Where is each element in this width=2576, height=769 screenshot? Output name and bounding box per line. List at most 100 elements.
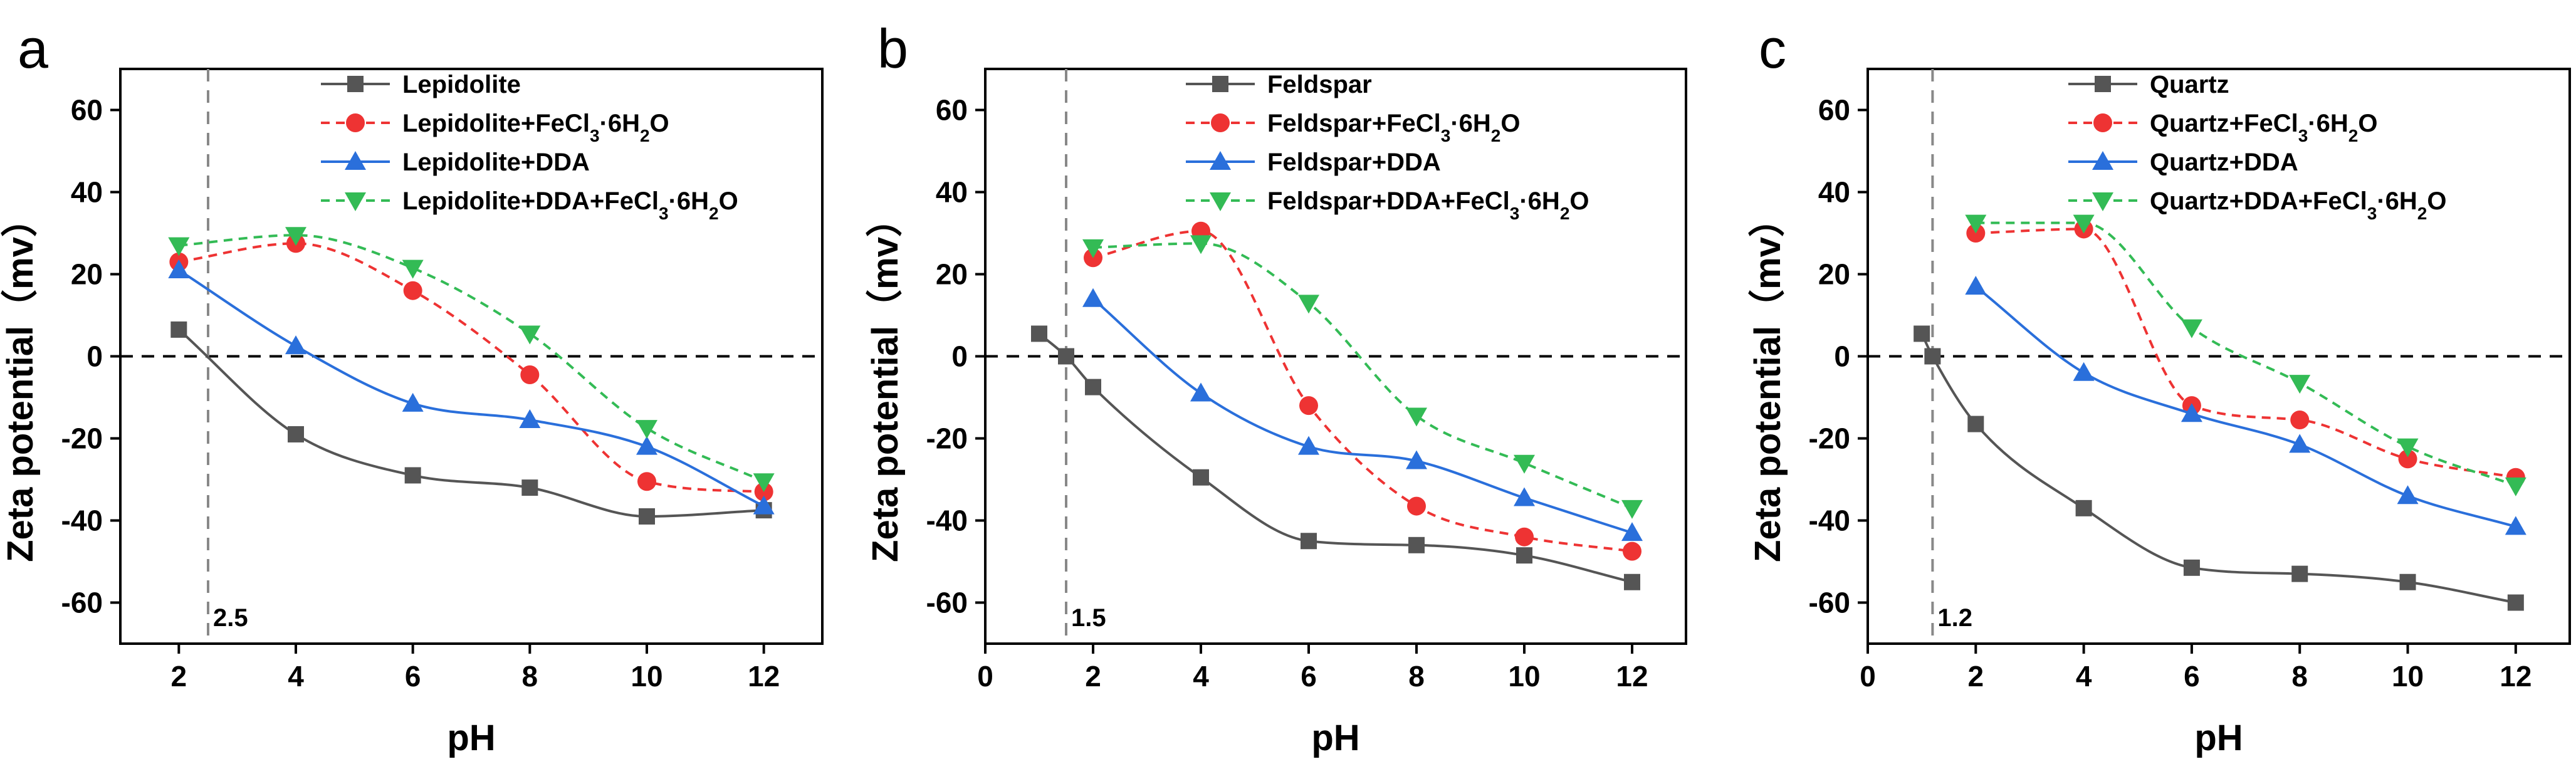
panel-letter: a <box>18 18 48 80</box>
y-tick-label: -40 <box>926 505 968 537</box>
data-point <box>1621 500 1643 519</box>
data-point <box>1965 214 1987 234</box>
x-tick-label: 10 <box>2392 660 2424 693</box>
data-point <box>404 467 421 484</box>
x-axis-label: pH <box>447 718 495 758</box>
series-1 <box>1914 325 2524 611</box>
data-point <box>285 227 306 246</box>
x-tick-label: 8 <box>1408 660 1425 693</box>
data-point <box>2291 565 2308 582</box>
x-tick-label: 4 <box>2076 660 2092 693</box>
y-tick-label: -60 <box>61 587 103 619</box>
data-point <box>1058 348 1074 365</box>
data-point <box>2073 362 2095 381</box>
legend-marker <box>1211 113 1230 132</box>
data-point <box>1031 325 1047 342</box>
data-point <box>2183 559 2200 576</box>
data-point <box>1299 396 1318 416</box>
series-line <box>1092 229 1633 553</box>
data-point <box>1624 573 1640 590</box>
legend-marker <box>347 76 364 92</box>
data-point <box>1085 379 1101 395</box>
x-tick-label: 8 <box>522 660 538 693</box>
legend: Feldspar Feldspar+FeCl3·6H2O Feldspar+DDA F… <box>1186 71 1589 223</box>
data-point <box>402 392 424 412</box>
data-point <box>285 335 306 355</box>
legend-label: Quartz+DDA <box>2150 149 2298 176</box>
data-point <box>2397 438 2419 458</box>
data-point <box>1298 436 1319 455</box>
series-3 <box>1082 288 1643 541</box>
data-point <box>2290 411 2310 430</box>
data-point <box>1407 496 1426 516</box>
series-2 <box>169 234 773 501</box>
y-tick-label: 0 <box>951 340 968 373</box>
legend-marker <box>345 192 366 211</box>
data-point <box>2181 403 2202 422</box>
y-tick-label: -20 <box>926 422 968 455</box>
x-tick-label: 4 <box>288 660 304 693</box>
data-point <box>1516 547 1532 564</box>
y-tick-label: -40 <box>1809 505 1850 537</box>
series-line <box>179 234 765 483</box>
x-tick-label: 10 <box>631 660 662 693</box>
series-line <box>1092 298 1633 535</box>
data-point <box>636 436 657 455</box>
x-tick-label: 6 <box>405 660 421 693</box>
legend-marker <box>1212 76 1228 92</box>
x-tick-label: 0 <box>977 660 993 693</box>
legend-label: Lepidolite+DDA+FeCl3·6H2O <box>402 187 738 223</box>
data-point <box>2289 434 2311 453</box>
y-tick-label: 60 <box>1818 94 1850 127</box>
y-tick-label: 40 <box>71 176 103 209</box>
reference-label: 2.5 <box>213 604 248 632</box>
data-point <box>402 259 424 279</box>
data-point <box>519 325 541 345</box>
data-point <box>403 281 422 300</box>
series-4 <box>1965 214 2526 496</box>
data-point <box>168 259 190 278</box>
legend-marker <box>346 113 365 132</box>
y-axis-label: Zeta potential（mv） <box>0 201 41 562</box>
legend-marker <box>2093 113 2112 132</box>
panel-b: b 1.5 0 2 4 6 8 10 12 -60 -40 -20 0 20 40 60 pH Zeta pote… <box>865 18 1687 758</box>
series-line <box>1920 333 2516 604</box>
series-line <box>179 242 764 493</box>
y-tick-label: 60 <box>71 94 103 127</box>
panel-a: a 2.5 2 4 6 8 10 12 -60 -40 -20 0 20 40 60 pH Zeta poten… <box>0 18 824 758</box>
series-line <box>178 269 765 508</box>
legend-marker <box>2095 76 2111 92</box>
y-tick-label: 40 <box>1818 176 1850 209</box>
data-point <box>753 495 775 515</box>
series-line <box>1038 332 1633 583</box>
data-point <box>1408 536 1425 553</box>
data-point <box>1514 454 1535 474</box>
data-point <box>1621 522 1643 541</box>
panel-letter: b <box>877 18 908 80</box>
legend-label: Lepidolite <box>402 71 521 98</box>
panel-letter: c <box>1759 18 1786 80</box>
data-point <box>2075 500 2092 516</box>
data-point <box>1965 276 1987 295</box>
data-point <box>639 508 655 525</box>
x-tick-label: 4 <box>1193 660 1209 693</box>
data-point <box>2399 573 2416 590</box>
y-tick-label: -20 <box>1809 422 1850 455</box>
legend-marker <box>2092 192 2113 211</box>
data-point <box>1914 325 1930 342</box>
legend-label: Lepidolite+DDA <box>402 149 590 176</box>
data-point <box>1967 416 1984 432</box>
series-line <box>1976 221 2516 487</box>
data-point <box>1406 450 1427 469</box>
legend-marker <box>2092 151 2113 170</box>
y-tick-label: 40 <box>936 176 968 209</box>
legend-marker <box>1210 192 1231 211</box>
data-point <box>1514 487 1535 506</box>
x-axis-label: pH <box>2194 718 2243 758</box>
x-tick-label: 12 <box>748 660 780 693</box>
panel-c: c 1.2 0 2 4 6 8 10 12 -60 -40 -20 0 20 40 60 pH Zeta pote… <box>1747 18 2571 758</box>
data-point <box>1082 288 1104 307</box>
data-point <box>1190 382 1212 402</box>
data-point <box>2073 214 2095 234</box>
